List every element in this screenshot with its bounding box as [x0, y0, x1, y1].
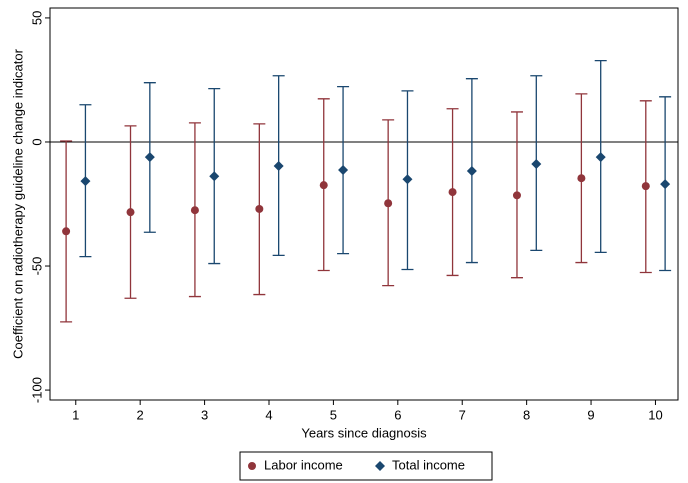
x-tick-label: 4 — [265, 407, 272, 422]
point — [126, 208, 135, 217]
legend-box — [239, 451, 493, 481]
x-tick-label: 6 — [394, 407, 401, 422]
plot-frame — [49, 7, 679, 401]
y-tick-label: -50 — [29, 257, 44, 276]
point — [62, 227, 71, 236]
point — [190, 206, 199, 215]
point — [80, 176, 91, 187]
point — [319, 181, 328, 190]
point — [273, 161, 284, 172]
point — [577, 174, 586, 183]
point — [144, 152, 155, 163]
x-tick-label: 7 — [459, 407, 466, 422]
point — [338, 165, 349, 176]
y-tick-label: -100 — [29, 377, 44, 403]
point — [531, 159, 542, 170]
x-tick-label: 5 — [330, 407, 337, 422]
point — [209, 171, 220, 182]
legend-marker — [375, 461, 385, 471]
point — [512, 191, 521, 200]
point — [595, 152, 606, 163]
point — [384, 199, 393, 208]
x-tick-label: 3 — [201, 407, 208, 422]
point — [466, 166, 477, 177]
y-tick-label: 50 — [29, 11, 44, 25]
point — [641, 182, 650, 191]
point — [448, 188, 457, 197]
x-tick-label: 9 — [587, 407, 594, 422]
legend-label: Total income — [392, 457, 465, 472]
x-tick-label: 1 — [72, 407, 79, 422]
point — [402, 174, 413, 185]
point — [660, 179, 671, 190]
y-axis-label: Coefficient on radiotherapy guideline ch… — [10, 48, 25, 358]
legend-marker — [248, 462, 256, 470]
x-tick-label: 10 — [648, 407, 662, 422]
legend-label: Labor income — [264, 457, 343, 472]
x-tick-label: 2 — [137, 407, 144, 422]
point — [255, 204, 264, 213]
x-axis-label: Years since diagnosis — [301, 425, 427, 440]
y-tick-label: 0 — [29, 138, 44, 145]
x-tick-label: 8 — [523, 407, 530, 422]
